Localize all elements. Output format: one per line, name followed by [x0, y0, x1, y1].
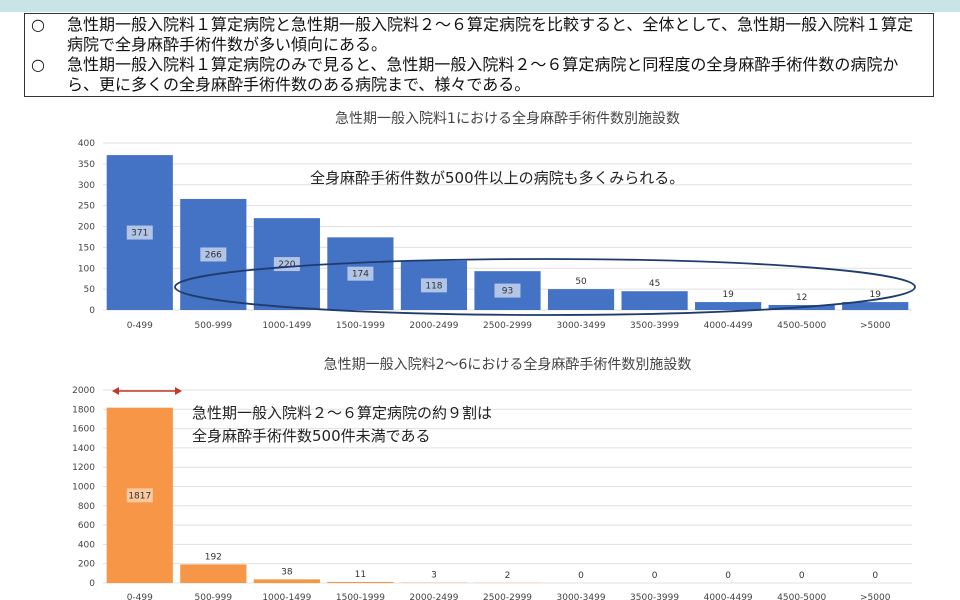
x-tick-label: 1500-1999 — [336, 593, 385, 600]
data-label: 266 — [205, 250, 222, 260]
x-tick-label: 1000-1499 — [262, 593, 311, 600]
data-label: 0 — [872, 571, 878, 581]
y-tick-label: 350 — [78, 160, 95, 170]
data-label: 220 — [278, 260, 295, 270]
y-tick-label: 2000 — [72, 386, 95, 396]
highlight-ellipse — [174, 258, 916, 316]
data-label: 2 — [505, 571, 511, 581]
data-label: 0 — [799, 571, 805, 581]
x-tick-label: 2500-2999 — [483, 593, 532, 600]
y-tick-label: 0 — [89, 306, 95, 316]
bar — [327, 581, 394, 583]
x-tick-label: 1000-1499 — [262, 321, 311, 331]
bullet: ○ — [31, 55, 45, 74]
data-label-bg — [347, 266, 374, 281]
data-label: 118 — [425, 281, 442, 291]
x-tick-label: 3500-3999 — [630, 321, 679, 331]
chart-title: 急性期一般入院料1における全身麻酔手術件数別施設数 — [335, 110, 680, 127]
data-label-bg — [494, 283, 521, 298]
x-tick-label: 500-999 — [195, 321, 233, 331]
y-tick-label: 200 — [78, 223, 95, 233]
x-tick-label: 4000-4499 — [704, 593, 753, 600]
x-tick-label: 3000-3499 — [557, 321, 606, 331]
summary-item: ○ 急性期一般入院料１算定病院のみで見ると、急性期一般入院料２～６算定病院と同程度… — [31, 55, 927, 95]
header-band — [0, 0, 960, 12]
y-tick-label: 1200 — [72, 463, 95, 473]
bar — [253, 579, 320, 583]
bar — [180, 564, 247, 583]
y-tick-label: 100 — [78, 264, 95, 274]
summary-text: 急性期一般入院料１算定病院と急性期一般入院料２～６算定病院を比較すると、全体とし… — [67, 15, 914, 54]
annotation: 全身麻酔手術件数が500件以上の病院も多くみられる。 — [310, 169, 684, 187]
data-label: 192 — [205, 552, 222, 562]
y-tick-label: 600 — [78, 521, 95, 531]
x-tick-label: 1500-1999 — [336, 321, 385, 331]
bar — [842, 302, 909, 310]
data-label: 371 — [131, 229, 148, 239]
x-tick-label: 4500-5000 — [777, 321, 826, 331]
data-label: 45 — [649, 279, 660, 289]
x-tick-label: 4000-4499 — [704, 321, 753, 331]
x-tick-label: 3500-3999 — [630, 593, 679, 600]
summary-item: ○ 急性期一般入院料１算定病院と急性期一般入院料２～６算定病院を比較すると、全体と… — [31, 15, 927, 55]
data-label: 19 — [870, 290, 882, 300]
y-tick-label: 300 — [78, 181, 95, 191]
y-tick-label: 1800 — [72, 405, 95, 415]
y-tick-label: 400 — [78, 139, 95, 149]
data-label: 93 — [502, 287, 513, 297]
data-label: 19 — [722, 290, 734, 300]
data-label: 11 — [355, 570, 366, 580]
y-tick-label: 0 — [89, 579, 95, 589]
data-label: 0 — [725, 571, 731, 581]
data-label-bg — [126, 225, 153, 240]
chart-title: 急性期一般入院料2～6における全身麻酔手術件数別施設数 — [324, 356, 692, 373]
data-label-bg — [200, 247, 227, 262]
y-tick-label: 800 — [78, 502, 95, 512]
y-tick-label: 150 — [78, 243, 95, 253]
data-label: 0 — [652, 571, 658, 581]
summary-text: 急性期一般入院料１算定病院のみで見ると、急性期一般入院料２～６算定病院と同程度の… — [67, 55, 899, 94]
x-tick-label: 2000-2499 — [409, 593, 458, 600]
x-tick-label: 500-999 — [195, 593, 233, 600]
summary-box: ○ 急性期一般入院料１算定病院と急性期一般入院料２～６算定病院を比較すると、全体と… — [24, 13, 934, 97]
annotation: 急性期一般入院料２～６算定病院の約９割は — [192, 404, 492, 422]
y-tick-label: 200 — [78, 560, 95, 570]
y-tick-label: 1600 — [72, 425, 95, 435]
data-label: 0 — [578, 571, 584, 581]
data-label: 1817 — [128, 491, 151, 501]
data-label: 3 — [431, 571, 437, 581]
x-tick-label: >5000 — [860, 593, 891, 600]
y-tick-label: 250 — [78, 202, 95, 212]
bullet: ○ — [31, 15, 45, 34]
x-tick-label: 2000-2499 — [409, 321, 458, 331]
x-tick-label: 2500-2999 — [483, 321, 532, 331]
annotation: 全身麻酔手術件数500件未満である — [192, 427, 430, 445]
x-tick-label: 0-499 — [127, 321, 153, 331]
x-tick-label: 4500-5000 — [777, 593, 826, 600]
y-tick-label: 400 — [78, 540, 95, 550]
data-label: 50 — [575, 277, 587, 287]
data-label-bg — [126, 488, 153, 503]
y-tick-label: 1400 — [72, 444, 95, 454]
y-tick-label: 1000 — [72, 483, 95, 493]
data-label: 174 — [352, 270, 369, 280]
x-tick-label: 0-499 — [127, 593, 153, 600]
x-tick-label: >5000 — [860, 321, 891, 331]
x-tick-label: 3000-3499 — [557, 593, 606, 600]
bar — [621, 291, 688, 310]
data-label: 12 — [796, 293, 807, 303]
data-label-bg — [420, 278, 447, 293]
y-tick-label: 50 — [84, 285, 96, 295]
bar — [695, 302, 762, 310]
data-label: 38 — [281, 567, 293, 577]
arrow-heads — [112, 387, 182, 395]
bar — [547, 289, 615, 310]
